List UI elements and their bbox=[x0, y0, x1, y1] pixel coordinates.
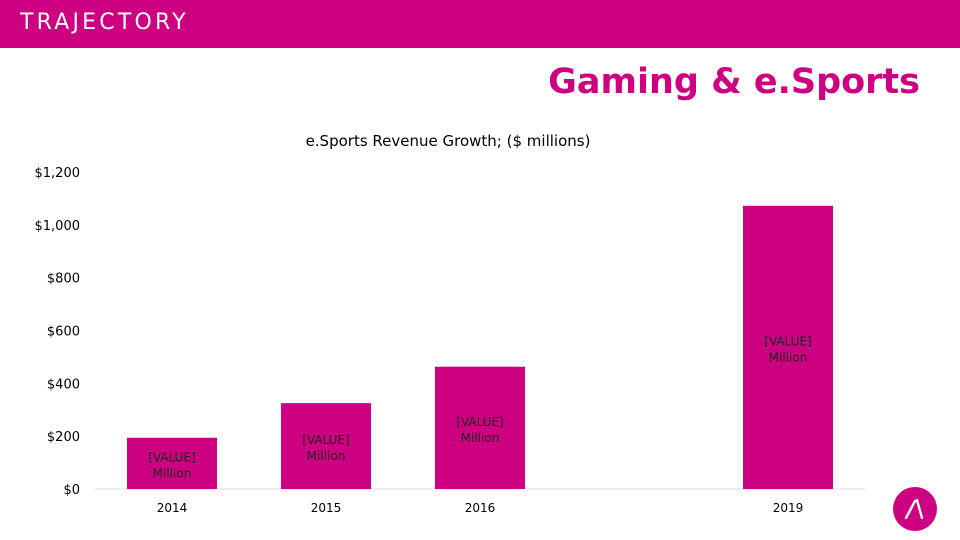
x-axis: 2014 2015 2016 2019 bbox=[157, 501, 804, 515]
y-tick-label: $600 bbox=[47, 325, 80, 340]
data-labels: [VALUE] Million [VALUE] Million [VALUE] Milli… bbox=[148, 334, 811, 480]
y-tick-label: $1,000 bbox=[35, 219, 81, 234]
x-tick-label: 2014 bbox=[157, 501, 188, 515]
page-title: Gaming & e.Sports bbox=[548, 62, 920, 102]
y-axis: $0 $200 $400 $600 $800 $1,000 $1,200 bbox=[35, 166, 81, 498]
trajectory-mark-icon bbox=[893, 487, 937, 531]
y-tick-label: $400 bbox=[47, 377, 80, 392]
bars bbox=[127, 205, 833, 489]
brand-logo: TRAJECTORY bbox=[20, 10, 189, 35]
chart-title: e.Sports Revenue Growth; ($ millions) bbox=[305, 132, 591, 150]
y-tick-label: $800 bbox=[47, 272, 80, 287]
x-tick-label: 2016 bbox=[465, 501, 496, 515]
y-tick-label: $1,200 bbox=[35, 166, 81, 181]
x-tick-label: 2015 bbox=[311, 501, 342, 515]
bar-2019 bbox=[743, 205, 833, 489]
data-label-2016: [VALUE] Million bbox=[456, 415, 503, 445]
y-tick-label: $0 bbox=[63, 483, 80, 498]
data-label-2019: [VALUE] Million bbox=[764, 334, 811, 364]
bar-2016 bbox=[435, 366, 525, 489]
data-label-2014: [VALUE] Million bbox=[148, 450, 195, 480]
y-tick-label: $200 bbox=[47, 430, 80, 445]
x-tick-label: 2019 bbox=[773, 501, 804, 515]
data-label-2015: [VALUE] Million bbox=[302, 433, 349, 463]
bar-2014 bbox=[127, 437, 217, 489]
top-banner: TRAJECTORY bbox=[0, 0, 960, 48]
bar-2015 bbox=[281, 403, 371, 489]
